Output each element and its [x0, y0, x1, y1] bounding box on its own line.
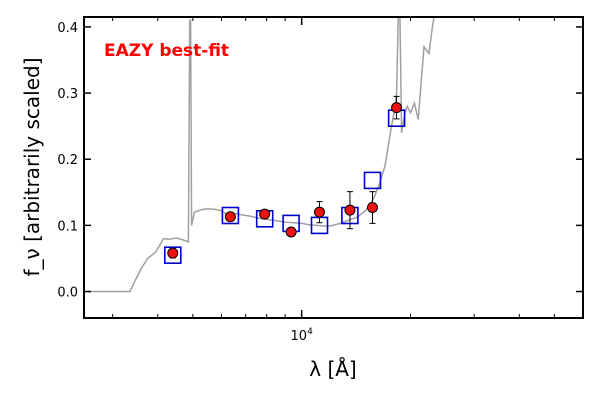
model-flux-marker [221, 206, 240, 225]
model-flux-marker [363, 171, 382, 190]
y-axis-label: f_ν [arbitrarily scaled] [20, 58, 44, 277]
observed-flux-point [167, 247, 179, 259]
y-tick-label: 0.0 [57, 286, 78, 301]
y-tick-label: 0.4 [57, 21, 78, 36]
observed-flux-point [391, 102, 403, 114]
observed-flux-point [313, 206, 325, 218]
x-tick-label: 104 [291, 327, 314, 344]
plot-frame [83, 16, 584, 319]
annotation-label: EAZY best-fit [104, 41, 229, 61]
observed-flux-point [285, 226, 297, 238]
y-tick-label: 0.1 [57, 219, 78, 234]
y-tick-label: 0.2 [57, 153, 78, 168]
plot-background [84, 17, 583, 318]
observed-flux-point [259, 208, 271, 220]
x-axis-label: λ [Å] [309, 357, 356, 381]
observed-flux-point [224, 211, 236, 223]
model-flux-marker [164, 246, 182, 264]
observed-flux-point [366, 202, 378, 214]
y-tick-label: 0.3 [57, 87, 78, 102]
observed-flux-point [344, 204, 356, 216]
template-spectrum-line [84, 17, 435, 293]
